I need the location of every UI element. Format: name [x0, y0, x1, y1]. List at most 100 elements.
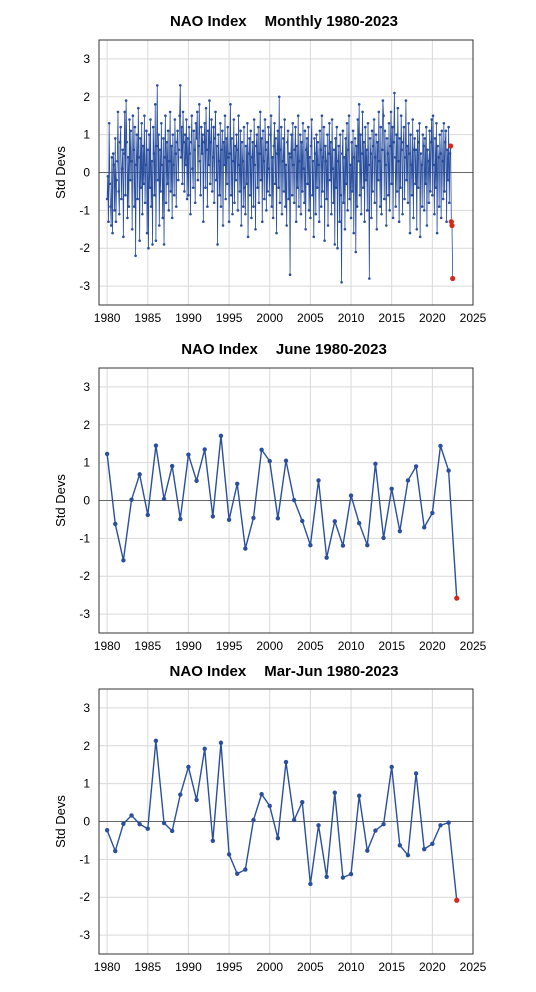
data-point [430, 510, 435, 516]
data-point [251, 515, 256, 521]
data-point [239, 224, 243, 227]
data-point [364, 178, 368, 182]
data-point [229, 193, 233, 197]
data-point [302, 167, 305, 171]
data-point [416, 129, 419, 133]
data-point [300, 799, 305, 805]
data-point [241, 159, 244, 163]
data-point [284, 163, 288, 167]
data-point [130, 227, 134, 231]
data-point [389, 110, 393, 114]
plot-frame [98, 688, 474, 955]
data-point [174, 152, 177, 155]
data-point [417, 140, 421, 144]
data-point [422, 846, 427, 852]
data-point [256, 125, 260, 129]
x-tick-label: 2025 [460, 311, 487, 325]
data-point [390, 182, 393, 186]
data-point [212, 201, 216, 205]
data-point [338, 133, 342, 136]
data-point [297, 205, 301, 208]
data-point [142, 182, 146, 186]
data-point [219, 205, 223, 208]
highlight-point [449, 222, 455, 229]
data-point [292, 201, 296, 205]
data-point [107, 220, 110, 224]
data-point [300, 140, 303, 144]
x-tick-label: 1995 [216, 311, 243, 325]
data-point [281, 159, 284, 163]
data-point [121, 148, 125, 152]
data-point [414, 148, 418, 152]
data-point [273, 182, 277, 186]
data-point [137, 472, 142, 477]
x-tick-label: 2025 [460, 960, 487, 974]
data-point [271, 156, 274, 159]
data-point [212, 125, 215, 129]
data-point [431, 193, 434, 197]
data-point [129, 129, 133, 133]
data-point [291, 497, 297, 503]
data-point [137, 821, 142, 827]
data-point [308, 881, 313, 887]
data-point [158, 224, 161, 227]
data-point [282, 190, 286, 193]
data-point [442, 121, 446, 125]
data-point [129, 813, 134, 818]
data-point [433, 212, 436, 216]
data-point [210, 190, 214, 193]
data-point [280, 212, 284, 216]
data-point [434, 186, 438, 189]
data-point [250, 216, 253, 220]
data-point [437, 205, 441, 208]
x-tick-label: 1985 [134, 960, 161, 974]
data-point [171, 133, 175, 136]
data-point [190, 114, 194, 118]
data-point [399, 114, 403, 118]
data-point [267, 167, 271, 171]
data-point [185, 197, 189, 201]
data-point [351, 190, 354, 193]
data-point [170, 144, 173, 148]
data-point [273, 121, 276, 125]
data-point [166, 129, 170, 133]
data-point [376, 178, 380, 182]
data-point [308, 156, 312, 159]
data-point [317, 163, 320, 167]
data-point [433, 137, 437, 140]
data-point [283, 759, 289, 765]
data-point [443, 140, 447, 144]
data-point [374, 156, 377, 159]
data-point [214, 178, 218, 182]
data-point [134, 254, 137, 258]
data-point [268, 193, 272, 197]
data-point [356, 793, 362, 798]
data-point [332, 790, 337, 795]
data-point [330, 212, 333, 216]
data-point [291, 121, 295, 125]
data-point [224, 197, 227, 201]
data-point [365, 848, 370, 853]
data-point [246, 121, 249, 125]
data-point [191, 186, 195, 189]
data-point [340, 875, 346, 880]
data-point [271, 216, 275, 220]
data-point [231, 212, 234, 216]
data-point [447, 201, 451, 205]
data-point [167, 209, 171, 212]
data-point [328, 178, 332, 182]
data-point [388, 209, 391, 212]
data-point [145, 826, 150, 831]
data-point [109, 205, 112, 208]
data-point [334, 186, 338, 189]
chart-panel-monthly: NAO Index Monthly 1980-2023 1980 1985 1990 19… [0, 0, 536, 330]
data-point [446, 468, 451, 473]
x-tick-label: 2015 [378, 960, 405, 974]
data-point [202, 140, 206, 144]
data-point [279, 148, 282, 152]
data-point [398, 137, 402, 140]
data-point [130, 159, 133, 163]
y-tick-label: 2 [83, 418, 90, 432]
plot-frame [98, 39, 474, 306]
data-point [263, 118, 267, 121]
